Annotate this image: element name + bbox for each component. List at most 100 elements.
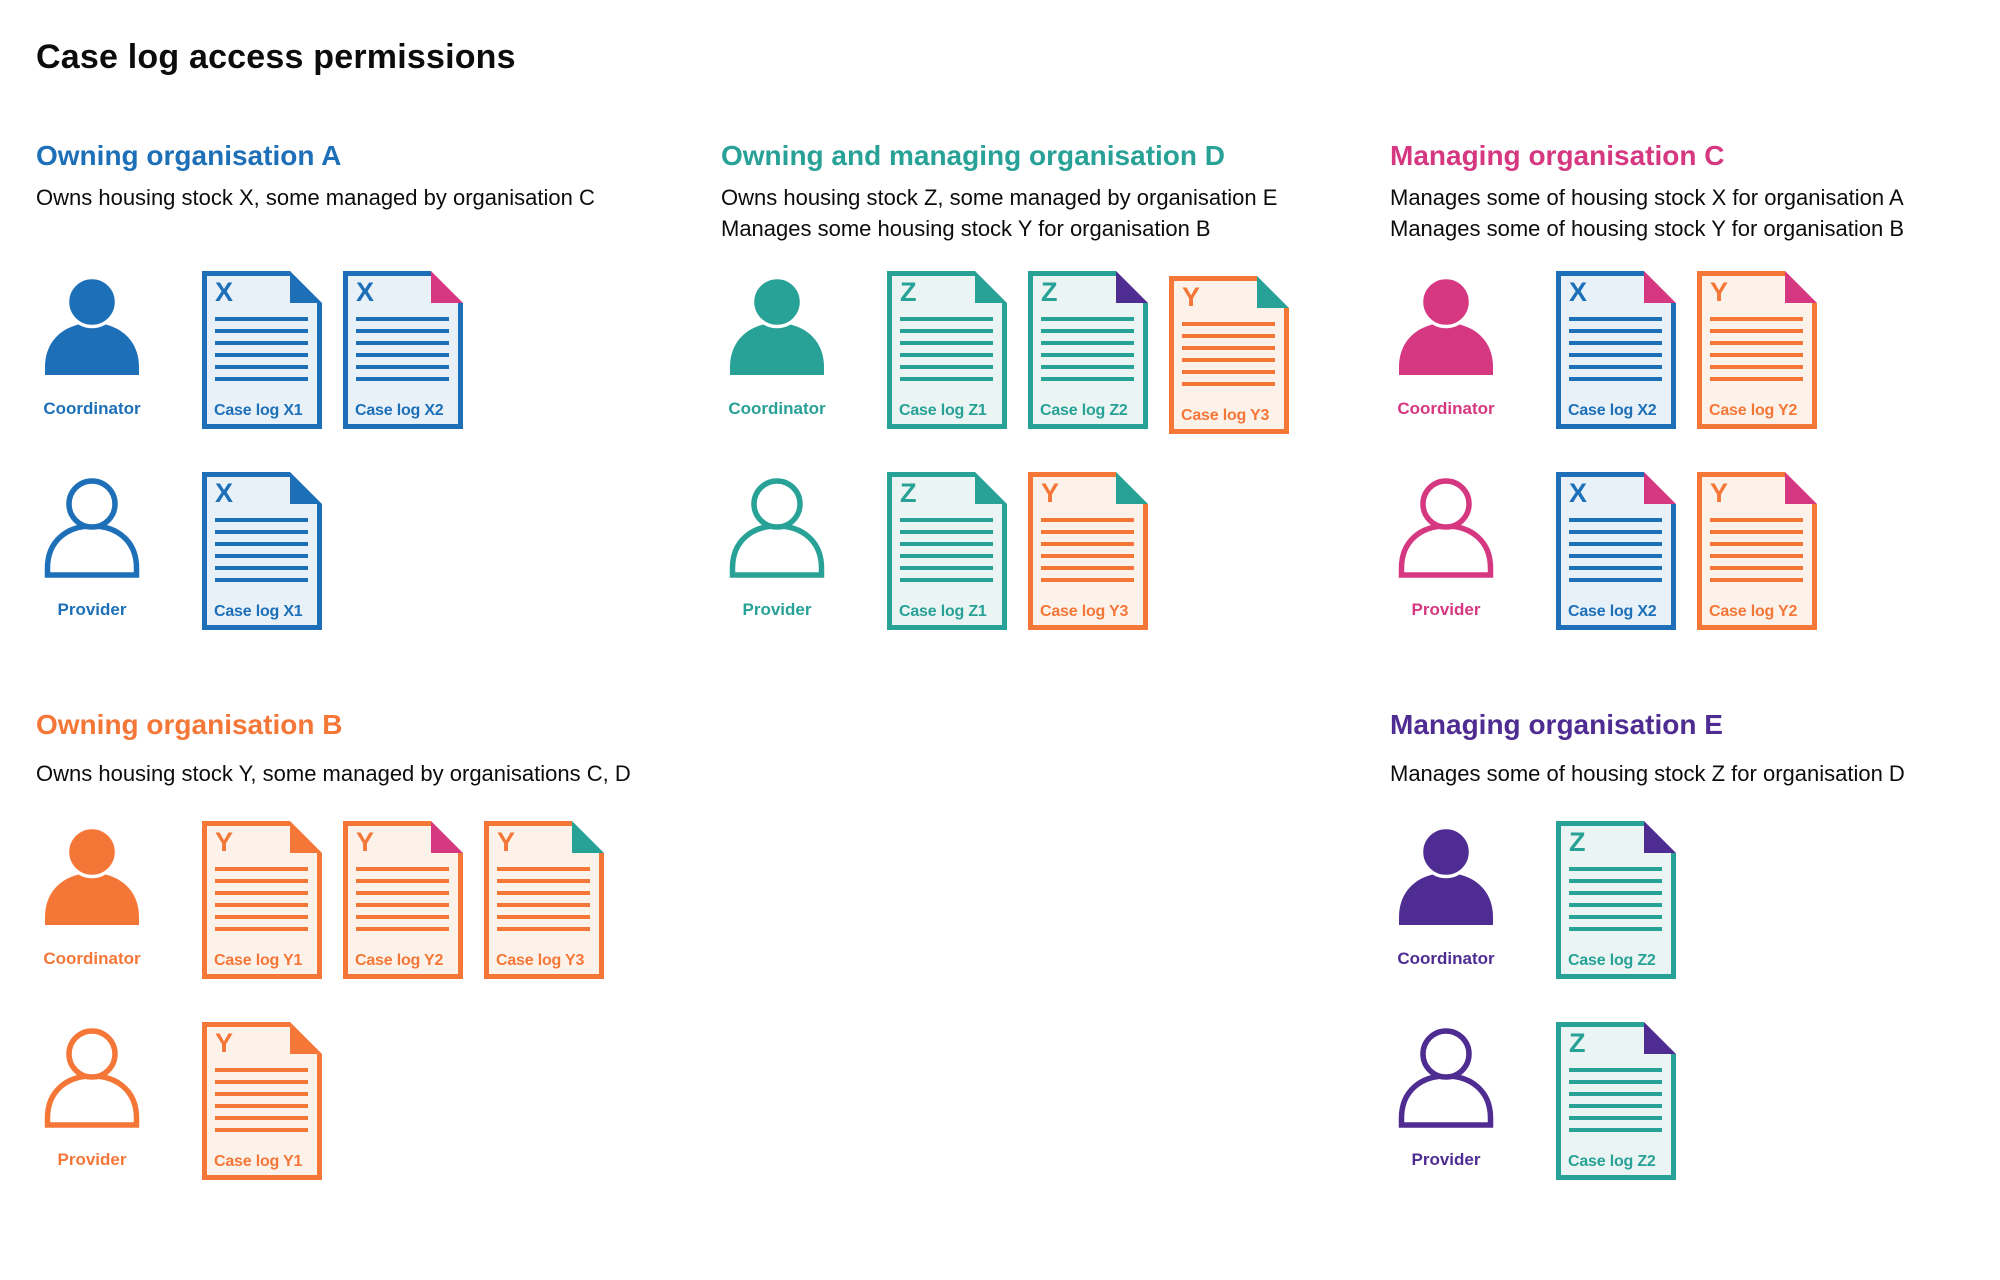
doc-stock-letter: X <box>215 478 234 508</box>
doc-text-lines <box>1569 1068 1662 1140</box>
doc-text-line <box>1569 530 1662 534</box>
person-icon <box>1398 478 1494 578</box>
person-body <box>1398 1073 1494 1128</box>
doc-text-lines <box>215 317 308 389</box>
doc-text-line <box>1710 518 1803 522</box>
doc-text-line <box>1569 353 1662 357</box>
section-heading: Owning organisation B <box>36 709 343 740</box>
doc-text-line <box>1569 1116 1662 1120</box>
doc-text-line <box>1569 329 1662 333</box>
person-head <box>751 478 803 530</box>
doc-text-lines <box>1041 317 1134 389</box>
doc-stock-letter: X <box>356 277 375 307</box>
section-heading: Owning and managing organisation D <box>721 140 1226 171</box>
doc-text-line <box>215 554 308 558</box>
provider-icon <box>727 478 827 578</box>
document-icon <box>1556 821 1676 979</box>
document-icon <box>1028 271 1148 429</box>
doc-text-lines <box>356 867 449 939</box>
person-body <box>729 523 825 578</box>
doc-page <box>205 1025 319 1177</box>
doc-label: Case log X1 <box>214 402 303 419</box>
doc-text-line <box>356 915 449 919</box>
coordinator-icon <box>727 275 827 377</box>
case-log-doc: Y Case log Y3 <box>484 821 604 979</box>
doc-label: Case log Y3 <box>1040 603 1129 620</box>
doc-page <box>1700 274 1814 426</box>
doc-text-line <box>1710 578 1803 582</box>
doc-text-line <box>356 879 449 883</box>
coordinator-icon <box>42 275 142 377</box>
doc-stock-letter: X <box>1569 277 1588 307</box>
role-label-provider: Provider <box>742 600 812 619</box>
doc-folded-corner <box>1785 472 1817 504</box>
doc-text-line <box>356 903 449 907</box>
doc-text-line <box>1569 915 1662 919</box>
role-label-coordinator: Coordinator <box>728 399 826 418</box>
doc-text-line <box>1569 1104 1662 1108</box>
doc-text-line <box>1569 1092 1662 1096</box>
doc-page <box>487 824 601 976</box>
doc-folded-corner <box>975 271 1007 303</box>
doc-border <box>1697 271 1817 429</box>
doc-text-line <box>1569 1068 1662 1072</box>
document-icon <box>202 271 322 429</box>
doc-folded-corner <box>572 821 604 853</box>
doc-text-lines <box>1710 518 1803 590</box>
doc-text-line <box>1569 867 1662 871</box>
document-icon <box>1556 271 1676 429</box>
doc-stock-letter: X <box>1569 478 1588 508</box>
doc-text-line <box>1041 317 1134 321</box>
doc-text-line <box>215 1068 308 1072</box>
person-head <box>66 478 118 530</box>
doc-text-line <box>215 867 308 871</box>
doc-text-line <box>900 365 993 369</box>
doc-folded-corner <box>1785 271 1817 303</box>
doc-border <box>202 1022 322 1180</box>
person-icon <box>1399 275 1493 375</box>
person-icon <box>44 478 140 578</box>
doc-text-line <box>900 566 993 570</box>
doc-label: Case log Y1 <box>214 1153 303 1170</box>
doc-folded-corner <box>1116 271 1148 303</box>
doc-text-line <box>356 927 449 931</box>
doc-stock-letter: Y <box>497 827 516 857</box>
doc-text-line <box>1569 317 1662 321</box>
person-body <box>1399 873 1493 925</box>
doc-text-lines <box>497 867 590 939</box>
doc-page <box>1031 274 1145 426</box>
doc-text-line <box>900 341 993 345</box>
doc-text-line <box>215 542 308 546</box>
doc-text-line <box>1569 903 1662 907</box>
doc-folded-corner <box>290 472 322 504</box>
doc-text-line <box>900 542 993 546</box>
doc-text-lines <box>215 867 308 939</box>
doc-text-line <box>1710 530 1803 534</box>
role-label-provider: Provider <box>1411 600 1481 619</box>
case-log-doc: X Case log X2 <box>1556 472 1676 630</box>
doc-text-line <box>1569 341 1662 345</box>
doc-border <box>484 821 604 979</box>
person-head <box>1419 275 1473 329</box>
doc-text-line <box>900 578 993 582</box>
doc-text-line <box>900 317 993 321</box>
doc-text-line <box>1041 518 1134 522</box>
doc-text-lines <box>1182 322 1275 394</box>
doc-stock-letter: Y <box>1710 277 1729 307</box>
person-body <box>45 873 139 925</box>
doc-text-line <box>215 879 308 883</box>
doc-text-line <box>497 927 590 931</box>
person-body <box>1399 323 1493 375</box>
person-body <box>44 523 140 578</box>
document-icon <box>202 472 322 630</box>
doc-page <box>1559 475 1673 627</box>
doc-folded-corner <box>1644 271 1676 303</box>
document-icon <box>343 271 463 429</box>
doc-text-line <box>497 903 590 907</box>
doc-label: Case log Y1 <box>214 952 303 969</box>
doc-label: Case log Y2 <box>1709 402 1798 419</box>
doc-text-line <box>1182 358 1275 362</box>
doc-text-line <box>215 578 308 582</box>
case-log-doc: X Case log X2 <box>343 271 463 429</box>
doc-border <box>202 821 322 979</box>
